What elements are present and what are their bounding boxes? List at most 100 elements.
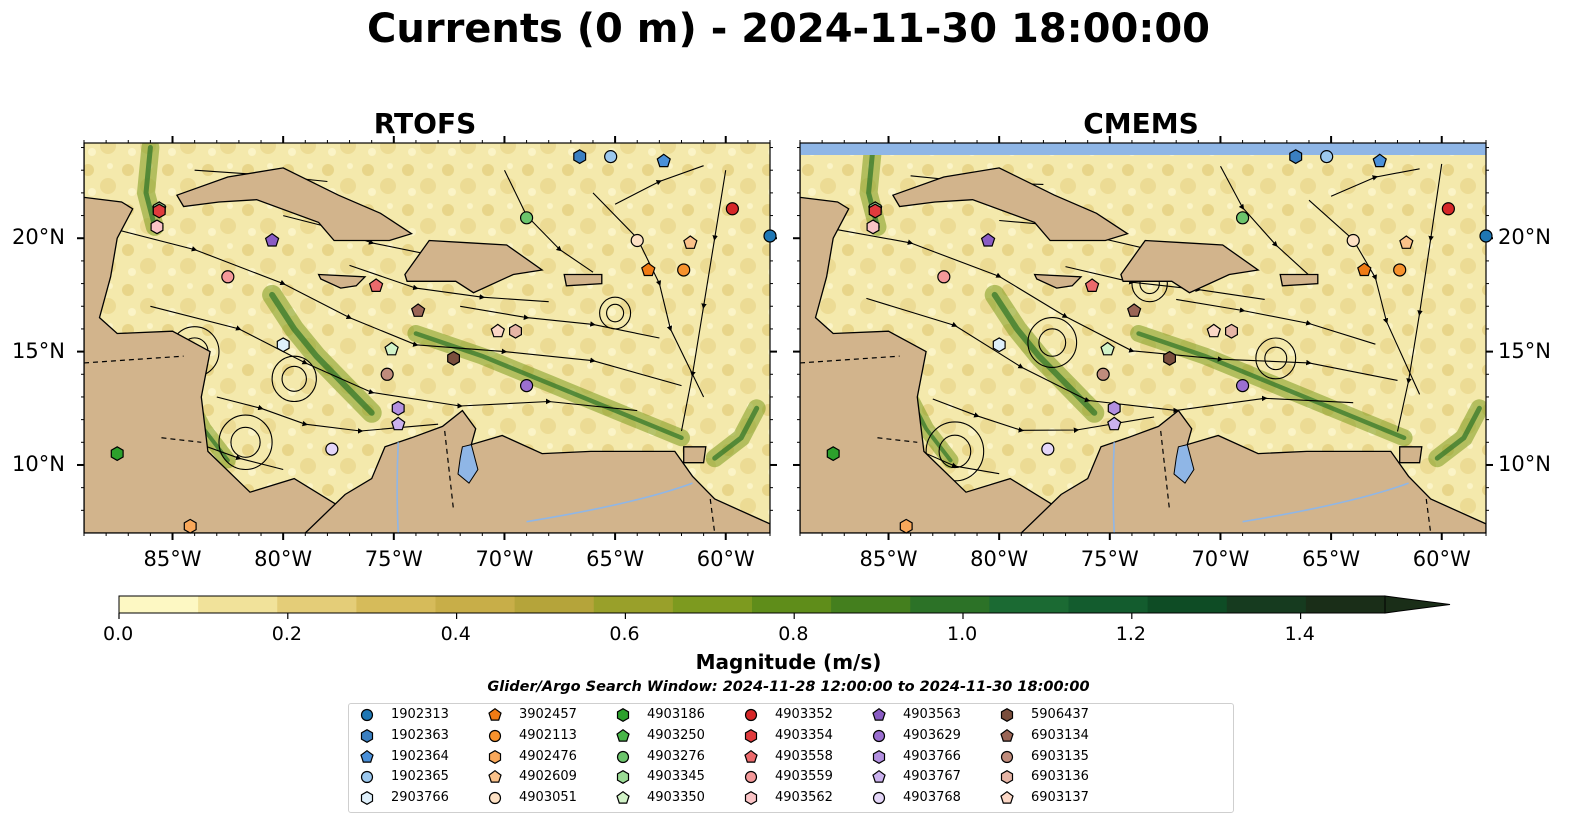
- colorbar-tick-label: 0.4: [440, 623, 471, 645]
- colorbar-bin: [672, 596, 753, 613]
- platform-marker-6903136: [1224, 323, 1239, 339]
- land-jamaica: [317, 273, 367, 289]
- streamline: [866, 297, 1354, 414]
- platform-marker-4903559: [221, 270, 235, 284]
- legend-marker-shape: [360, 708, 374, 722]
- lon-tick-label: 65°W: [586, 547, 645, 571]
- platform-marker-1902313: [763, 229, 777, 243]
- lon-tick-label: 80°W: [970, 547, 1029, 571]
- platform-marker-4902476: [899, 518, 913, 534]
- streamline: [216, 396, 439, 434]
- country-border: [84, 355, 716, 533]
- lat-tick-label: 20°N: [12, 225, 65, 250]
- colorbar-tick-label: 0.8: [778, 623, 809, 645]
- platform-marker-4903276: [519, 211, 534, 225]
- legend-marker-pentagon: [360, 749, 374, 763]
- legend-marker-hexagon: [616, 708, 630, 722]
- platform-marker-4903186: [110, 446, 124, 462]
- legend-marker-hexagon: [1000, 770, 1014, 785]
- legend-marker-shape: [744, 708, 758, 722]
- legend-marker-circle: [360, 771, 374, 784]
- platform-marker-4903354: [152, 203, 166, 219]
- streamline: [150, 305, 638, 412]
- platform-marker-1902313: [1479, 229, 1493, 243]
- legend-marker-shape: [616, 750, 630, 763]
- panel-title-cmems: CMEMS: [1083, 107, 1199, 140]
- eddy-streamline: [1027, 317, 1078, 369]
- lat-tick-label: 15°N: [1498, 338, 1551, 363]
- platform-marker-6903135: [1096, 367, 1110, 381]
- legend-marker-shape: [1000, 708, 1014, 722]
- platform-marker-4903559: [937, 270, 951, 284]
- eddy-streamline: [1038, 328, 1067, 357]
- land-hispaniola: [404, 239, 544, 294]
- platform-marker-6903135: [380, 367, 394, 381]
- legend-marker-shape: [360, 791, 374, 806]
- streamline: [504, 169, 594, 273]
- legend-label: 1902313: [391, 707, 449, 722]
- platform-marker-4903352: [725, 202, 739, 216]
- colorbar-tick-label: 1.0: [947, 623, 978, 645]
- platform-marker-6903137: [490, 323, 506, 338]
- platform-marker-4903350: [384, 341, 399, 356]
- river: [396, 442, 400, 533]
- land-south-america: [304, 409, 770, 533]
- lat-tick-label: 20°N: [1498, 225, 1551, 250]
- legend-marker-hexagon: [360, 728, 374, 743]
- legend-marker-circle: [744, 708, 758, 722]
- legend-marker-pentagon: [488, 770, 502, 784]
- platform-marker-3902457: [1357, 262, 1372, 277]
- platform-marker-4903629: [519, 379, 534, 393]
- platform-markers: [110, 149, 1493, 534]
- legend-label: 6903137: [1031, 790, 1089, 806]
- legend-label: 6903136: [1031, 769, 1089, 785]
- colorbar-tick-label: 0.0: [103, 623, 134, 645]
- platform-marker-6903134: [410, 303, 426, 317]
- platform-marker-4902609: [683, 235, 698, 249]
- eddy-streamline: [606, 303, 625, 323]
- land-jamaica: [1033, 273, 1083, 289]
- legend-marker-shape: [872, 729, 886, 742]
- legend-label: 4903250: [647, 727, 705, 743]
- legend-marker-pentagon: [616, 791, 630, 804]
- legend-marker-shape: [360, 749, 374, 763]
- platform-marker-4903352: [1441, 202, 1455, 216]
- platform-marker-4903558: [368, 278, 384, 292]
- legend-marker-shape: [360, 728, 374, 743]
- colorbar-bin: [752, 596, 832, 613]
- legend-label: 4903276: [647, 748, 705, 764]
- colorbar-bin: [198, 596, 278, 613]
- streamline: [1330, 168, 1420, 197]
- platform-marker-6903137: [1206, 323, 1222, 338]
- legend-label: 4902476: [519, 748, 577, 764]
- streamline: [614, 165, 704, 205]
- streamline: [1065, 266, 1265, 300]
- legend-label: 1902365: [391, 769, 449, 785]
- legend-label: 4903352: [775, 707, 833, 722]
- legend-marker-shape: [872, 792, 886, 805]
- lon-tick-label: 75°W: [1080, 547, 1139, 571]
- colorbar-bin: [277, 596, 357, 613]
- colorbar-tick-label: 1.4: [1284, 623, 1315, 645]
- platform-marker-4902113: [677, 263, 691, 277]
- legend-marker-shape: [488, 792, 502, 805]
- legend-marker-hexagon: [360, 791, 374, 806]
- land-south-america: [1020, 409, 1486, 533]
- colorbar-bin: [1305, 596, 1386, 613]
- current-jet-core: [143, 145, 158, 230]
- legend-marker-shape: [1000, 728, 1014, 742]
- lon-tick-label: 70°W: [475, 547, 534, 571]
- streamline: [1308, 199, 1421, 395]
- land-hispaniola: [1120, 239, 1260, 294]
- eddy-streamline: [938, 434, 972, 469]
- legend-marker-hexagon: [744, 791, 758, 806]
- land-cuba: [891, 167, 1130, 242]
- legend-label: 6903135: [1031, 748, 1089, 764]
- platform-marker-6903136: [509, 323, 523, 339]
- colorbar-label: Magnitude (m/s): [695, 650, 882, 674]
- land-trinidad: [1399, 446, 1423, 464]
- legend-label: 4903559: [775, 769, 833, 785]
- platform-legend: 1902313 1902363 1902364 1902365 2903766 39024…: [348, 703, 1234, 813]
- colorbar-bin: [910, 596, 990, 613]
- platform-marker-4903558: [1084, 278, 1100, 292]
